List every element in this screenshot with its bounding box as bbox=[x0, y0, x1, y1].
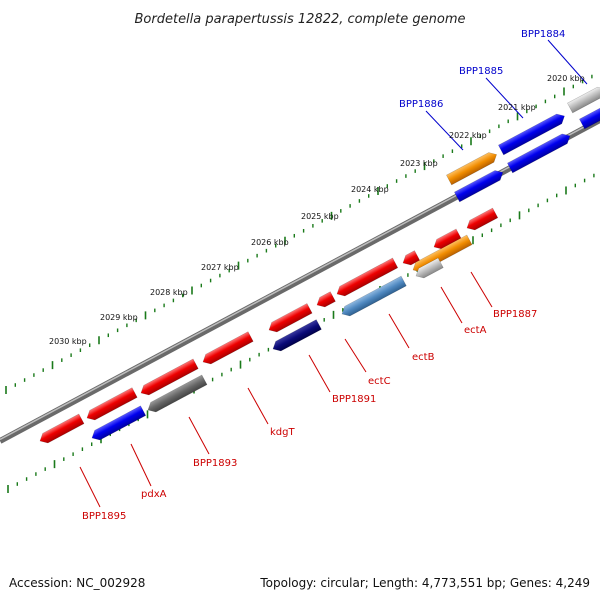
gene-ecta[interactable] bbox=[413, 257, 444, 281]
leader-ecta bbox=[440, 286, 463, 324]
gene-features bbox=[37, 84, 600, 446]
leader-bpp1887 bbox=[470, 271, 493, 308]
gene-ectb-shape bbox=[341, 275, 407, 317]
gene-label-bpp1893[interactable]: BPP1893 bbox=[193, 458, 237, 469]
gene-ectc-red-shape bbox=[316, 291, 336, 308]
leader-bpp1891 bbox=[308, 354, 331, 393]
kbp-label-2024: 2024 kbp bbox=[351, 185, 389, 194]
gene-bpp1893-shape bbox=[147, 374, 208, 413]
leader-bpp1884 bbox=[547, 39, 588, 85]
gene-ectc-red[interactable] bbox=[314, 291, 336, 310]
gene-ecta-shape bbox=[415, 257, 444, 279]
gene-bpp1885-inner[interactable] bbox=[507, 131, 572, 174]
topology-text: Topology: circular; Length: 4,773,551 bp… bbox=[260, 576, 590, 590]
gene-bpp1884-inner-shape bbox=[579, 107, 600, 130]
gene-pdxa-shape bbox=[91, 405, 147, 441]
leader-kdgt bbox=[247, 387, 269, 425]
gene-bpp1886-inner-shape bbox=[454, 170, 504, 203]
gene-bpp1886-shape bbox=[446, 152, 497, 186]
gene-bpp1886-inner[interactable] bbox=[454, 168, 505, 203]
gene-label-bpp1885[interactable]: BPP1885 bbox=[459, 66, 503, 77]
label-leaders bbox=[79, 39, 588, 508]
kbp-label-2021: 2021 kbp bbox=[498, 103, 536, 112]
accession-text: Accession: NC_002928 bbox=[9, 576, 146, 590]
gene-label-bpp1887[interactable]: BPP1887 bbox=[493, 309, 537, 320]
forward-gene-labels: BPP1884 BPP1885 BPP1886 bbox=[399, 29, 565, 110]
gene-label-bpp1891[interactable]: BPP1891 bbox=[332, 394, 376, 405]
gene-bpp1885-outer-shape bbox=[498, 113, 565, 156]
gene-bpp1891-shape bbox=[272, 319, 322, 352]
gene-bpp1886[interactable] bbox=[446, 150, 499, 186]
leader-ectb bbox=[388, 313, 410, 349]
kbp-label-2022: 2022 kbp bbox=[449, 131, 487, 140]
kbp-label-2023: 2023 kbp bbox=[400, 159, 438, 168]
kbp-label-2027: 2027 kbp bbox=[201, 263, 239, 272]
gene-label-ectc[interactable]: ectC bbox=[368, 376, 391, 387]
gene-kdgt-red-shape bbox=[202, 331, 254, 365]
gene-ectb-red-shape bbox=[336, 257, 399, 297]
gene-pdxa[interactable] bbox=[89, 405, 147, 443]
gene-label-bpp1895[interactable]: BPP1895 bbox=[82, 511, 126, 522]
kbp-label-2020: 2020 kbp bbox=[547, 74, 585, 83]
gene-label-ectb[interactable]: ectB bbox=[412, 352, 435, 363]
gene-pdxa-red[interactable] bbox=[84, 387, 138, 423]
gene-bpp1891-red[interactable] bbox=[266, 303, 313, 334]
gene-bpp1885-inner-shape bbox=[507, 133, 571, 174]
gene-bpp1891-red-shape bbox=[268, 303, 313, 333]
leader-pdxa bbox=[130, 443, 152, 487]
gene-bpp1895-red-shape bbox=[39, 413, 85, 444]
reverse-gene-labels: BPP1887 ectA ectB ectC BPP1891 kdgT BPP1… bbox=[82, 309, 537, 522]
gene-bpp1893[interactable] bbox=[145, 374, 208, 415]
kbp-label-2026: 2026 kbp bbox=[251, 238, 289, 247]
gene-bpp1895-red[interactable] bbox=[37, 413, 85, 446]
gene-bpp1893-red[interactable] bbox=[138, 358, 199, 398]
gene-ectb[interactable] bbox=[339, 275, 407, 319]
gene-ecta-red[interactable] bbox=[431, 228, 462, 252]
leader-bpp1885 bbox=[485, 77, 524, 119]
gene-small-red-shape bbox=[402, 250, 421, 266]
kbp-label-2030: 2030 kbp bbox=[49, 337, 87, 346]
gene-bpp1887-red[interactable] bbox=[464, 207, 499, 233]
gene-label-bpp1884[interactable]: BPP1884 bbox=[521, 29, 565, 40]
kbp-label-2029: 2029 kbp bbox=[100, 313, 138, 322]
gene-ecta-red-shape bbox=[433, 228, 462, 250]
gene-pdxa-red-shape bbox=[86, 387, 138, 421]
leader-bpp1893 bbox=[188, 416, 210, 455]
gene-bpp1887-red-shape bbox=[466, 207, 499, 231]
gene-small-red[interactable] bbox=[400, 250, 421, 268]
leader-bpp1895 bbox=[79, 466, 101, 508]
gene-kdgt-red[interactable] bbox=[200, 331, 254, 367]
gene-bpp1893-red-shape bbox=[140, 358, 199, 396]
gene-bpp1885-outer[interactable] bbox=[498, 111, 567, 156]
gene-bpp1884-outer-shape bbox=[567, 86, 600, 114]
kbp-label-2028: 2028 kbp bbox=[150, 288, 188, 297]
gene-label-kdgt[interactable]: kdgT bbox=[270, 427, 295, 438]
gene-ectb-red[interactable] bbox=[334, 257, 399, 299]
leader-ectc bbox=[344, 338, 367, 373]
map-title: Bordetella parapertussis 12822, complete… bbox=[135, 12, 466, 27]
gene-label-ecta[interactable]: ectA bbox=[464, 325, 487, 336]
gene-bpp1884-inner[interactable] bbox=[579, 105, 600, 130]
gene-label-pdxa[interactable]: pdxA bbox=[141, 489, 167, 500]
leader-bpp1886 bbox=[425, 110, 464, 151]
outer-tick-track bbox=[5, 74, 593, 394]
gene-label-bpp1886[interactable]: BPP1886 bbox=[399, 99, 443, 110]
kbp-labels: 2020 kbp 2021 kbp 2022 kbp 2023 kbp 2024… bbox=[49, 74, 585, 346]
gene-bpp1884-outer[interactable] bbox=[567, 84, 600, 114]
kbp-label-2025: 2025 kbp bbox=[301, 212, 339, 221]
gene-bpp1891[interactable] bbox=[270, 319, 322, 354]
